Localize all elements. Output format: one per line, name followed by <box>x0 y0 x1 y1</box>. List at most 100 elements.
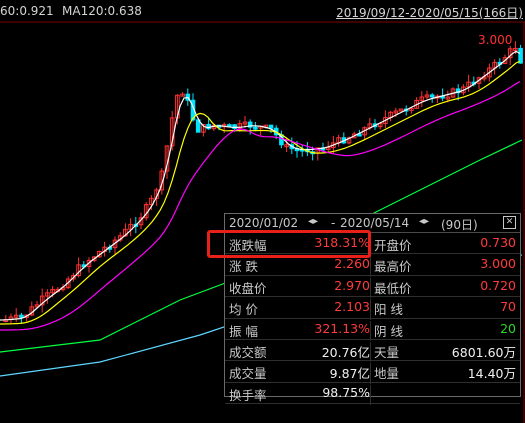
candle-body <box>351 133 357 139</box>
candle-body <box>247 121 253 128</box>
candle-body <box>513 47 518 51</box>
candle-body <box>487 67 492 78</box>
candle-body <box>50 288 55 294</box>
candle-body <box>232 124 237 130</box>
ma60-value: 60:0.921 <box>0 4 54 18</box>
candle-body <box>518 47 523 64</box>
ma10-line <box>0 60 521 325</box>
column-divider <box>370 341 371 363</box>
candle-body <box>476 77 482 84</box>
stats-row: 涨 跌 2.260 最高价 3.000 <box>225 254 520 277</box>
column-divider <box>370 363 371 384</box>
stat-value: 9.87亿 <box>329 366 370 382</box>
candle-body <box>393 110 399 114</box>
stat-value: 3.000 <box>480 256 516 272</box>
stat-value: 2.260 <box>334 256 370 272</box>
stat-value: 318.31% <box>314 235 370 250</box>
max-price-label: 3.000 <box>478 33 512 47</box>
stat-label: 天量 <box>374 344 400 360</box>
candle-body <box>195 119 201 133</box>
candle-body <box>455 88 461 94</box>
candles-group <box>3 41 523 324</box>
stat-value: 6801.60万 <box>451 344 516 360</box>
candle-body <box>65 278 71 289</box>
candle-body <box>424 94 430 98</box>
candle-body <box>39 295 45 306</box>
stat-label: 收盘价 <box>229 280 267 296</box>
interval-stats-panel: 2020/01/02 ◂▸ - 2020/05/14 ◂▸ (90日) ✕ 涨跌… <box>224 213 521 406</box>
candle-body <box>128 223 133 230</box>
stat-label: 振 幅 <box>229 323 258 339</box>
stat-value: 0.720 <box>480 277 516 293</box>
candle-body <box>429 94 435 98</box>
panel-header: 2020/01/02 ◂▸ - 2020/05/14 ◂▸ (90日) ✕ <box>225 214 520 233</box>
stat-label: 最高价 <box>374 259 412 275</box>
stats-row: 均 价 2.103 阳 线 70 <box>225 297 520 320</box>
stat-value: 20.76亿 <box>321 344 370 360</box>
date-range[interactable]: 2019/09/12-2020/05/15(166日) <box>336 6 523 20</box>
candle-body <box>398 108 404 112</box>
stat-value: 14.40万 <box>467 366 516 382</box>
stat-value: 20 <box>500 320 516 336</box>
stat-label: 阴 线 <box>374 323 403 339</box>
candle-body <box>284 144 289 148</box>
candle-body <box>357 133 362 137</box>
candle-body <box>201 123 206 133</box>
stat-label: 最低价 <box>374 280 412 296</box>
candle-body <box>24 314 29 318</box>
column-divider <box>370 384 371 406</box>
stats-table: 涨跌幅 318.31% 开盘价 0.730 涨 跌 2.260 最高价 3.000 收盘价 2.9… <box>225 233 520 406</box>
stats-row: 收盘价 2.970 最低价 0.720 <box>225 276 520 299</box>
stat-label: 涨跌幅 <box>229 238 267 253</box>
start-date-arrows-icon[interactable]: ◂▸ <box>308 216 319 227</box>
stat-label: 均 价 <box>229 302 258 318</box>
candle-body <box>268 124 274 129</box>
end-date-arrows-icon[interactable]: ◂▸ <box>419 216 430 227</box>
stat-value: 98.75% <box>322 384 370 400</box>
candle-body <box>502 57 508 64</box>
stat-value: 70 <box>500 299 516 315</box>
column-divider <box>370 299 371 320</box>
stat-label: 开盘价 <box>374 238 412 253</box>
stat-value: 2.970 <box>334 277 370 293</box>
stat-value: 321.13% <box>314 320 370 336</box>
stat-label: 涨 跌 <box>229 259 258 275</box>
candle-body <box>13 314 19 318</box>
stat-label: 成交额 <box>229 344 267 360</box>
stats-row: 换手率 98.75% <box>225 383 520 406</box>
candle-body <box>445 96 451 100</box>
ma20-line <box>0 81 521 331</box>
stat-label: 阳 线 <box>374 302 403 318</box>
candle-body <box>409 107 414 111</box>
candle-body <box>149 197 154 206</box>
close-icon[interactable]: ✕ <box>503 216 516 229</box>
stats-row: 成交额 20.76亿 天量 6801.60万 <box>225 340 520 363</box>
candle-body <box>91 256 97 261</box>
candle-body <box>242 121 248 125</box>
column-divider <box>370 256 371 277</box>
column-divider <box>370 277 371 299</box>
stat-value: 0.730 <box>480 235 516 250</box>
candle-body <box>180 93 185 97</box>
ma120-value: MA120:0.638 <box>62 4 142 18</box>
end-date[interactable]: 2020/05/14 <box>340 216 410 230</box>
candle-body <box>507 48 513 59</box>
candle-body <box>19 314 24 318</box>
days-count: (90日) <box>441 218 478 232</box>
candle-body <box>45 292 50 297</box>
candle-body <box>86 259 92 268</box>
candle-body <box>71 275 76 280</box>
candle-body <box>253 126 258 130</box>
start-date[interactable]: 2020/01/02 <box>229 216 299 230</box>
ma5-line <box>0 50 521 321</box>
candle-body <box>159 170 165 191</box>
stats-row: 涨跌幅 318.31% 开盘价 0.730 <box>225 233 520 256</box>
stat-value: 2.103 <box>334 299 370 315</box>
highlight-box <box>207 230 371 258</box>
candle-body <box>419 96 425 101</box>
stat-label: 成交量 <box>229 366 267 382</box>
stat-label: 换手率 <box>229 387 267 403</box>
stat-label: 地量 <box>374 366 400 382</box>
indicator-bar: 60:0.921 MA120:0.638 2019/09/12-2020/05/… <box>0 0 525 22</box>
column-divider <box>370 320 371 341</box>
